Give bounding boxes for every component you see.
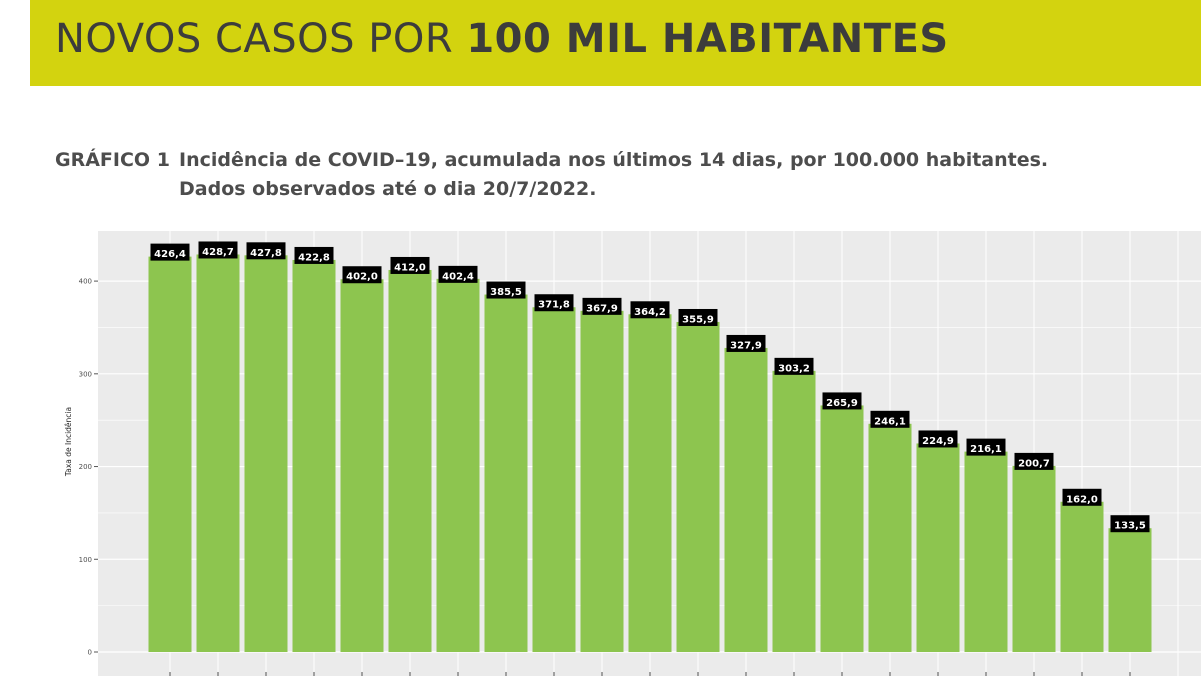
y-tick-label: 100	[79, 556, 92, 564]
data-label: 402,0	[346, 272, 378, 283]
bar	[1060, 501, 1104, 652]
bar	[820, 405, 864, 652]
data-label: 303,2	[778, 363, 810, 374]
incidence-bar-chart: 0 100 200 300 400 Taxa de Incidência 426,4 428,…	[55, 229, 1201, 676]
data-label: 385,5	[490, 287, 522, 298]
bar	[964, 451, 1008, 652]
data-label-box	[918, 430, 958, 448]
bar	[580, 310, 624, 652]
data-label-box	[150, 243, 190, 261]
data-label: 265,9	[826, 398, 858, 409]
data-label-box	[630, 301, 670, 319]
data-label: 246,1	[874, 416, 906, 427]
left-margin	[0, 0, 30, 86]
data-label-box	[390, 256, 430, 274]
page-title-light: NOVOS CASOS POR	[55, 16, 454, 62]
data-label: 412,0	[394, 262, 426, 273]
bar	[772, 370, 816, 652]
data-label: 422,8	[298, 252, 330, 263]
data-label-box	[294, 246, 334, 264]
data-label: 133,5	[1114, 521, 1146, 532]
data-label: 355,9	[682, 314, 714, 325]
bar	[292, 259, 336, 652]
bar	[916, 443, 960, 652]
data-label: 367,9	[586, 303, 618, 314]
data-label: 224,9	[922, 436, 954, 447]
page-title: NOVOS CASOS POR 100 MIL HABITANTES	[55, 16, 949, 62]
data-label: 428,7	[202, 247, 234, 258]
data-label: 426,4	[154, 249, 186, 260]
data-label: 371,8	[538, 300, 570, 311]
data-label-box	[198, 241, 238, 259]
y-tick-label: 400	[79, 278, 92, 286]
data-label-box	[438, 265, 478, 283]
y-tick-label: 0	[88, 649, 92, 657]
data-label-box	[678, 308, 718, 326]
data-label-box	[966, 438, 1006, 456]
bar	[868, 423, 912, 652]
data-label-box	[822, 392, 862, 410]
bar	[148, 256, 192, 652]
bar	[532, 307, 576, 652]
y-tick-label: 200	[79, 463, 92, 471]
chart-description-line-2: Dados observados até o dia 20/7/2022.	[179, 178, 597, 200]
data-label-box	[870, 410, 910, 428]
y-axis-title: Taxa de Incidência	[64, 407, 73, 477]
bar	[340, 279, 384, 652]
header-banner: NOVOS CASOS POR 100 MIL HABITANTES	[30, 0, 1201, 86]
data-label: 216,1	[970, 444, 1002, 455]
data-label-box	[774, 357, 814, 375]
bar	[244, 255, 288, 652]
data-label: 364,2	[634, 307, 666, 318]
data-label-box	[1110, 515, 1150, 533]
page-title-bold: 100 MIL HABITANTES	[466, 16, 949, 62]
bar	[484, 294, 528, 652]
data-label: 427,8	[250, 248, 282, 259]
data-label: 327,9	[730, 340, 762, 351]
data-label-box	[726, 334, 766, 352]
bar	[436, 278, 480, 652]
data-label-box	[246, 242, 286, 260]
data-label: 162,0	[1066, 494, 1098, 505]
data-label-box	[534, 294, 574, 312]
chart-number-label: GRÁFICO 1	[55, 149, 170, 171]
data-label: 402,4	[442, 271, 474, 282]
bar	[1012, 465, 1056, 652]
bar	[196, 254, 240, 652]
y-tick-label: 300	[79, 370, 92, 378]
data-label-box	[486, 281, 526, 299]
data-label-box	[582, 297, 622, 315]
bar	[724, 347, 768, 652]
data-label-box	[1014, 452, 1054, 470]
bar	[1108, 528, 1152, 652]
chart-description-line-1: Incidência de COVID–19, acumulada nos úl…	[179, 149, 1049, 171]
bar	[388, 269, 432, 652]
data-label-box	[342, 266, 382, 284]
data-label: 200,7	[1018, 458, 1050, 469]
bar	[628, 314, 672, 652]
data-label-box	[1062, 488, 1102, 506]
bar	[676, 321, 720, 652]
